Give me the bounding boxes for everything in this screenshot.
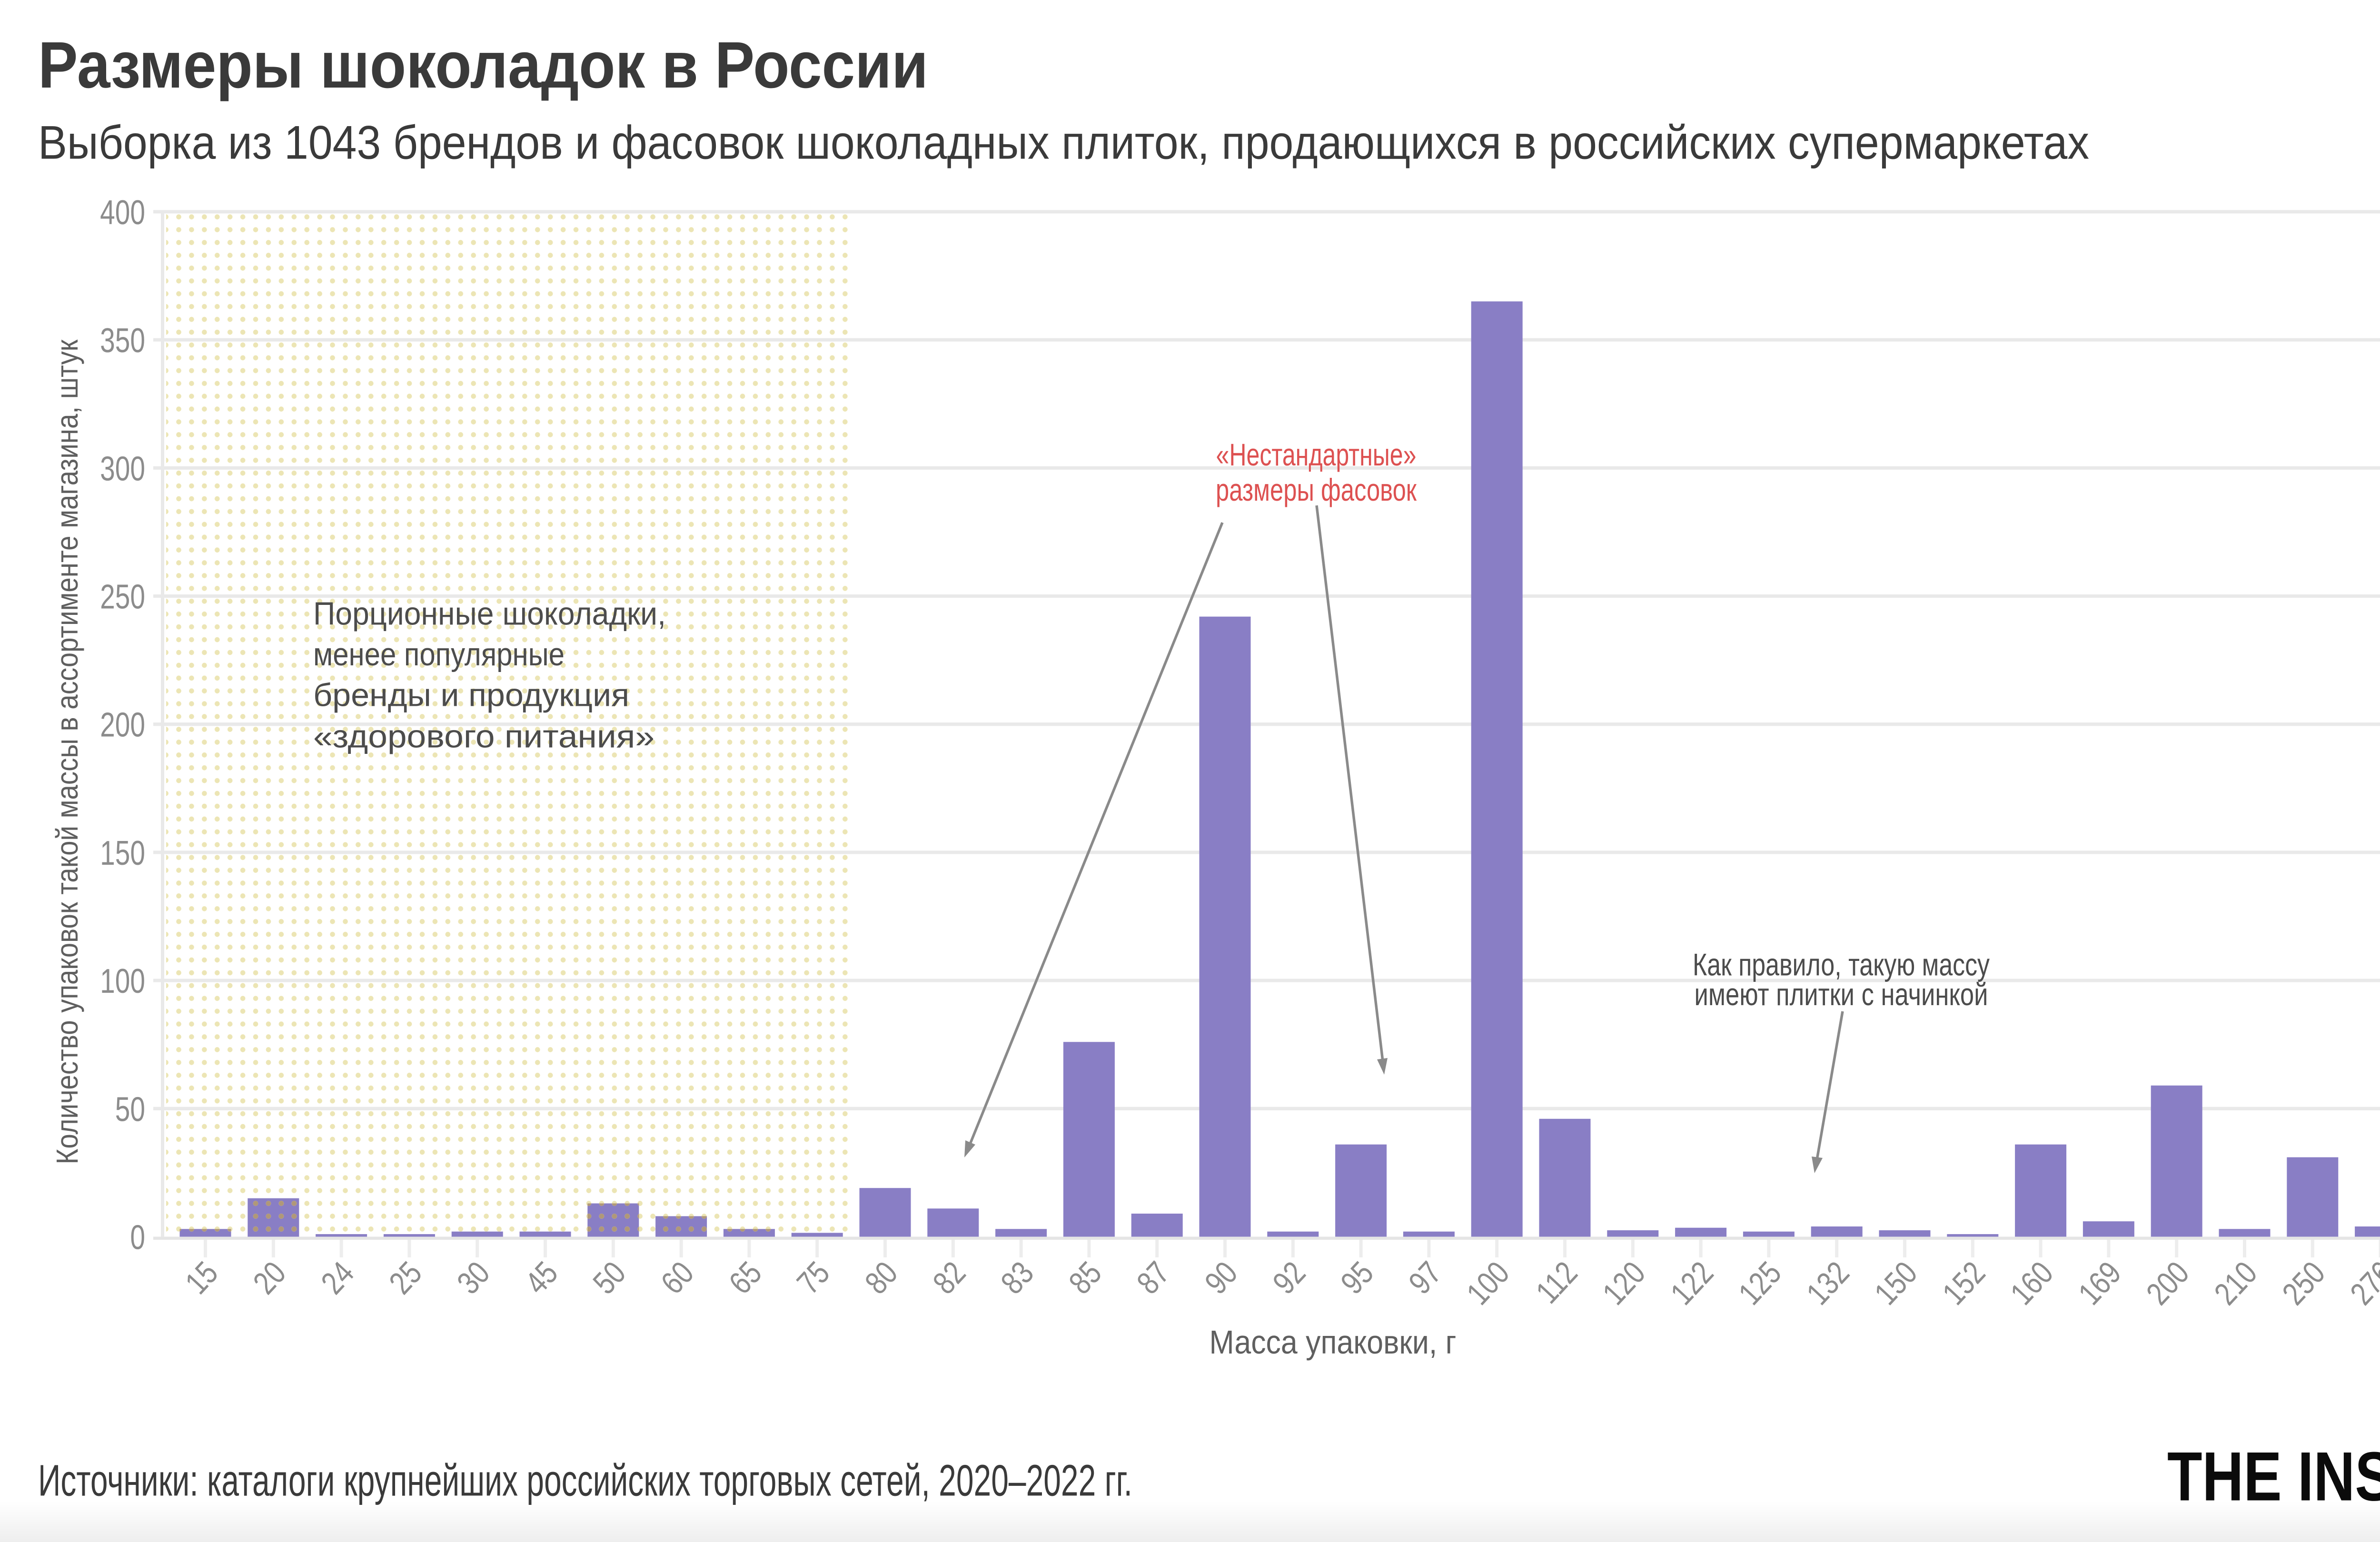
svg-text:150: 150 [100,833,145,872]
svg-text:350: 350 [100,321,145,360]
svg-text:бренды и продукция: бренды и продукция [313,677,629,713]
svg-text:менее популярные: менее популярные [313,636,565,672]
svg-text:200: 200 [100,705,145,744]
svg-text:Масса упаковки, г: Масса упаковки, г [1210,1324,1457,1361]
svg-text:«Нестандартные»: «Нестандартные» [1216,437,1417,472]
svg-text:250: 250 [100,577,145,616]
svg-text:THE INSIDER: THE INSIDER [2167,1438,2380,1515]
svg-text:Источники: каталоги крупнейших: Источники: каталоги крупнейших российски… [38,1456,1132,1505]
svg-text:0: 0 [130,1218,145,1256]
svg-text:400: 400 [100,193,145,231]
svg-text:50: 50 [115,1090,145,1128]
svg-text:Как правило, такую массу: Как правило, такую массу [1693,947,1990,982]
svg-text:Количество упаковок такой масс: Количество упаковок такой массы в ассорт… [50,339,84,1165]
svg-text:300: 300 [100,449,145,488]
svg-text:размеры фасовок: размеры фасовок [1216,472,1417,507]
svg-text:100: 100 [100,962,145,1000]
svg-text:Порционные шоколадки,: Порционные шоколадки, [313,596,666,632]
svg-text:«здорового питания»: «здорового питания» [313,719,654,755]
svg-text:Выборка из 1043 брендов и фасо: Выборка из 1043 брендов и фасовок шокола… [38,116,2089,169]
svg-text:имеют плитки с начинкой: имеют плитки с начинкой [1695,977,1988,1012]
svg-text:Размеры шоколадок в России: Размеры шоколадок в России [38,29,928,102]
